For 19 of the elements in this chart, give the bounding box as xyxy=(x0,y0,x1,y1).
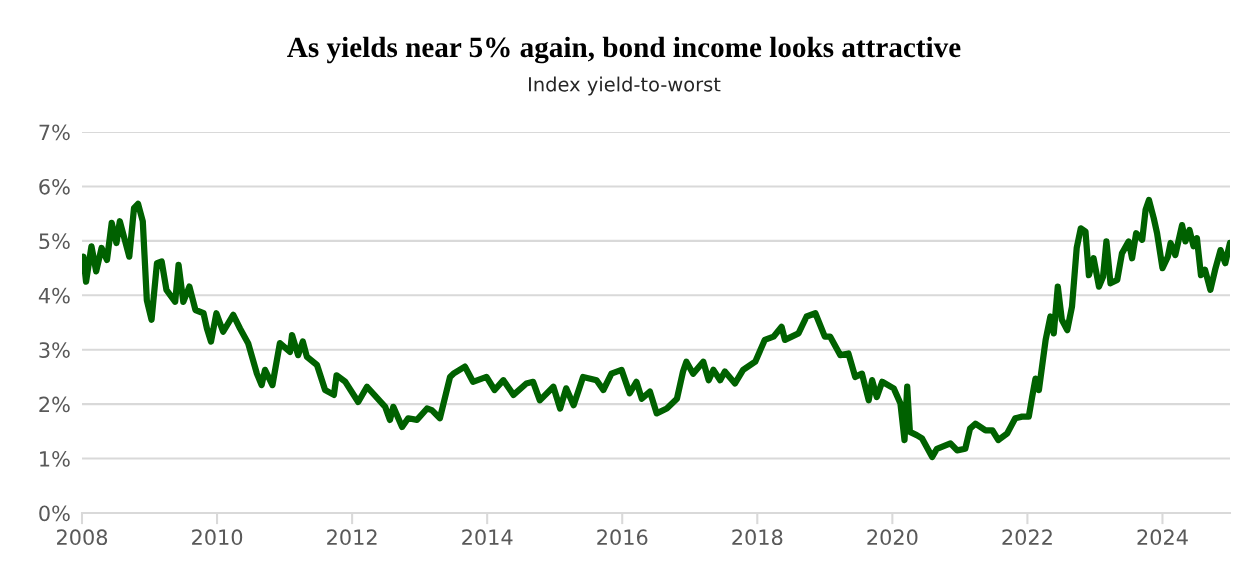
x-tick-label: 2018 xyxy=(732,529,783,546)
y-tick-label: 2% xyxy=(39,396,70,413)
x-tick-label: 2024 xyxy=(1137,529,1188,546)
y-tick-label: 4% xyxy=(38,287,70,304)
x-tick-label: 2012 xyxy=(327,529,377,546)
x-tick-label: 2020 xyxy=(867,529,918,546)
x-tick-label: 2010 xyxy=(192,529,243,546)
y-tick-label: 5% xyxy=(39,233,70,250)
y-tick-label: 0% xyxy=(39,505,70,522)
y-tick-label: 7% xyxy=(39,124,70,141)
y-tick-label: 3% xyxy=(39,342,70,358)
x-tick-label: 2014 xyxy=(462,529,513,546)
x-tick-label: 2008 xyxy=(57,529,108,546)
y-tick-label: 6% xyxy=(39,178,70,195)
x-tick-label: 2022 xyxy=(1002,529,1052,546)
chart-subtitle: Index yield-to-worst xyxy=(529,76,721,96)
chart-title: As yields near 5% again, bond income looks attractive xyxy=(287,36,961,64)
x-tick-label: 2016 xyxy=(597,529,648,546)
y-tick-label: 1% xyxy=(40,451,70,467)
